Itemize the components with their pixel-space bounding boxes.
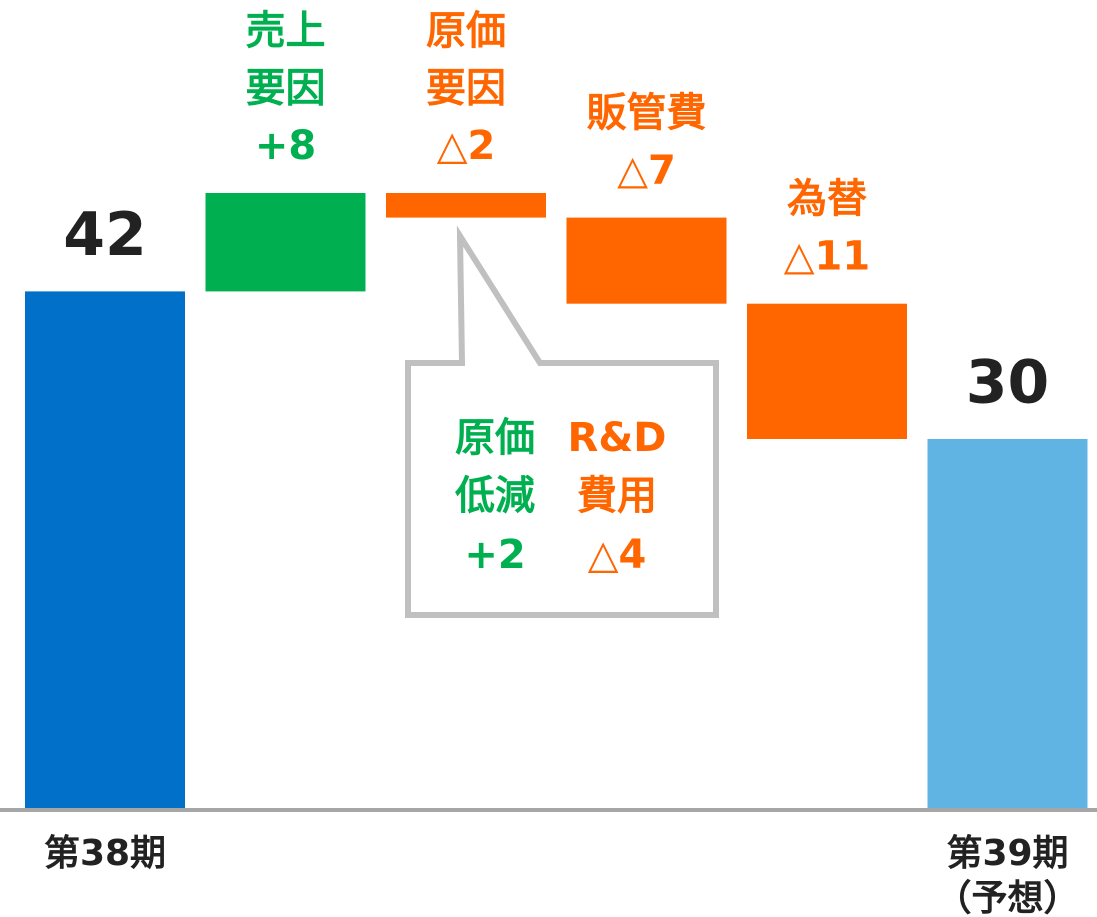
bar — [25, 291, 185, 808]
callout — [405, 225, 719, 618]
data-label: 42 — [63, 200, 147, 270]
annotation-text: 原価 — [455, 415, 535, 461]
bar — [566, 217, 727, 304]
annotation-text: R&D — [568, 415, 667, 461]
annotation-text: 低減 — [455, 473, 535, 519]
annotation-value: △4 — [588, 532, 647, 578]
annotation-value: +2 — [464, 532, 525, 578]
bar — [205, 193, 366, 292]
category-label: 要因 — [426, 66, 506, 112]
bar — [386, 193, 546, 218]
category-label: 要因 — [246, 66, 326, 112]
category-label: 為替 — [787, 176, 867, 222]
data-label: △11 — [784, 234, 870, 280]
data-label: 30 — [966, 348, 1050, 418]
data-label: △2 — [437, 123, 496, 169]
category-label: 原価 — [426, 8, 506, 54]
category-label: 販管費 — [587, 90, 707, 136]
x-tick-label: （予想） — [935, 878, 1079, 917]
x-tick-label: 第39期 — [946, 833, 1068, 874]
category-label: 売上 — [246, 8, 326, 54]
annotation-text: 費用 — [577, 473, 657, 519]
data-label: +8 — [255, 123, 316, 169]
x-axis — [0, 808, 1097, 812]
data-label: △7 — [617, 148, 676, 194]
x-tick-label: 第38期 — [44, 833, 166, 874]
bar — [747, 303, 907, 439]
bar — [927, 439, 1088, 808]
